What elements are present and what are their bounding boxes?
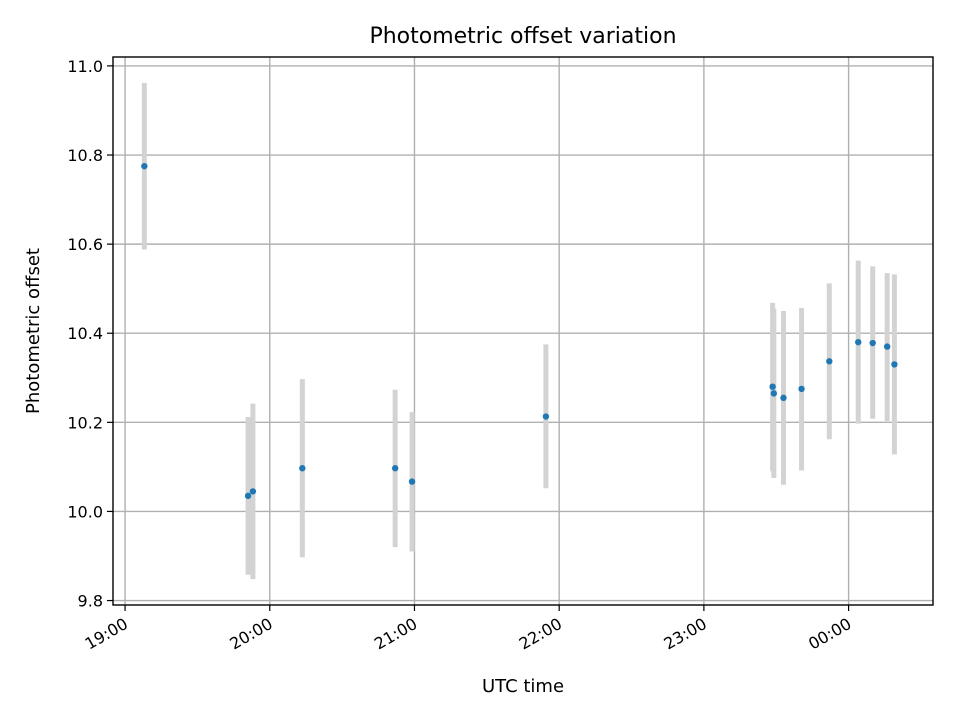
data-point xyxy=(780,394,787,402)
error-bars xyxy=(141,82,897,580)
x-tick-label: 22:00 xyxy=(516,614,565,654)
x-tick-label: 23:00 xyxy=(660,614,709,654)
plot-frame xyxy=(112,56,934,606)
data-point xyxy=(883,343,891,350)
data-point xyxy=(891,361,898,368)
chart-title: Photometric offset variation xyxy=(369,24,676,49)
x-tick-label: 19:00 xyxy=(82,614,131,654)
data-point xyxy=(855,338,862,346)
data-point xyxy=(244,492,252,500)
data-point xyxy=(770,390,778,397)
x-tick-label: 21:00 xyxy=(371,614,420,654)
x-tick-label: 20:00 xyxy=(226,614,275,654)
grid xyxy=(113,57,933,605)
data-point xyxy=(826,358,833,365)
y-axis-ticks: 9.8 10.0 10.2 10.4 10.6 10.8 11.0 xyxy=(67,57,113,611)
data-point xyxy=(769,383,776,390)
data-point xyxy=(299,465,306,472)
x-tick-label: 00:00 xyxy=(805,614,854,654)
y-axis-label: Photometric offset xyxy=(23,248,44,414)
data-point xyxy=(869,339,876,347)
y-tick-label: 11.0 xyxy=(67,57,103,76)
data-points xyxy=(141,162,898,500)
y-tick-label: 10.8 xyxy=(67,146,103,165)
y-tick-label: 10.4 xyxy=(67,324,103,343)
x-axis-label: UTC time xyxy=(482,676,564,697)
data-point xyxy=(408,478,416,485)
data-point xyxy=(391,465,399,472)
x-axis-ticks: 19:00 20:00 21:00 22:00 23:00 00:00 xyxy=(82,605,855,654)
data-point xyxy=(141,162,148,170)
y-tick-label: 9.8 xyxy=(78,592,103,611)
y-tick-label: 10.6 xyxy=(67,235,103,254)
y-tick-label: 10.0 xyxy=(67,502,103,521)
data-point xyxy=(249,488,257,495)
y-tick-label: 10.2 xyxy=(67,413,103,432)
data-point xyxy=(798,385,805,393)
data-point xyxy=(542,413,550,420)
